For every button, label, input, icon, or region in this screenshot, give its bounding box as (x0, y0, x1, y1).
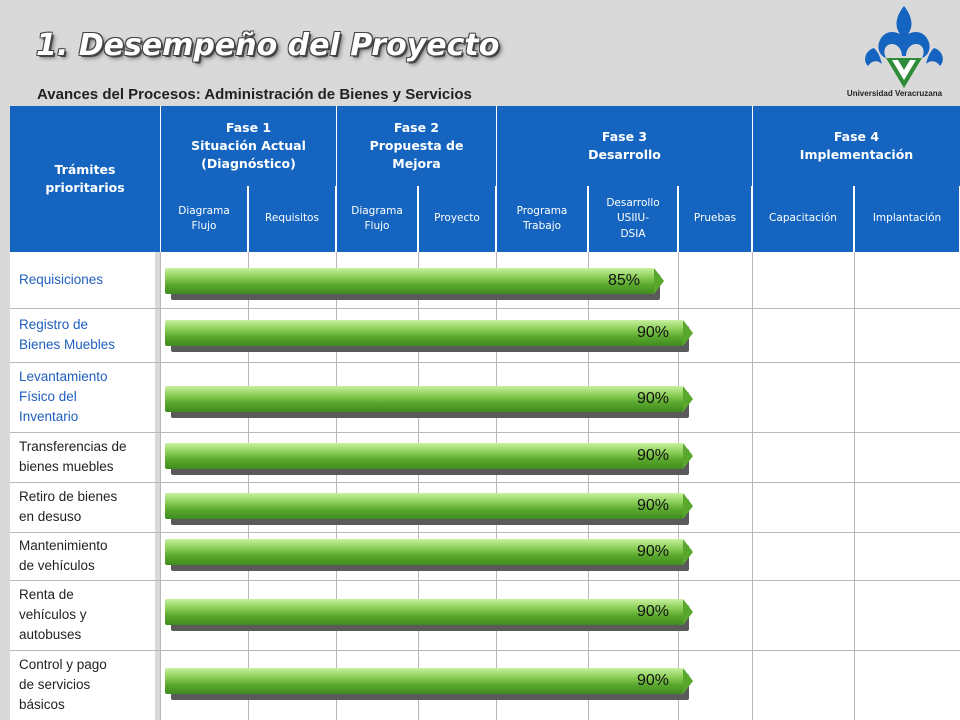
row-divider (10, 650, 960, 651)
row-divider (10, 580, 960, 581)
progress-fill (165, 320, 683, 346)
subcol-header: Proyecto (418, 186, 496, 252)
row-divider (10, 432, 960, 433)
progress-label: 90% (637, 390, 670, 407)
row-divider (10, 482, 960, 483)
row-divider (10, 362, 960, 363)
progress-fill (165, 668, 683, 694)
table-row-label: Renta de vehículos y autobuses (10, 580, 155, 650)
grid-column (854, 252, 960, 720)
progress-label: 90% (637, 672, 670, 689)
progress-fill (165, 443, 683, 469)
subcol-header: Desarrollo USIIU- DSIA (588, 186, 678, 252)
subcol-header: Pruebas (678, 186, 752, 252)
progress-arrow-tip (683, 539, 693, 565)
progress-label: 90% (637, 447, 670, 464)
progress-fill (165, 599, 683, 625)
university-logo (865, 6, 943, 88)
progress-label: 90% (637, 324, 670, 341)
progress-fill (165, 386, 683, 412)
table-row-label: Mantenimiento de vehículos (10, 532, 155, 580)
subcol-header: Capacitación (752, 186, 854, 252)
subcol-header: Requisitos (248, 186, 336, 252)
progress-arrow-tip (683, 668, 693, 694)
page-title: 1. Desempeño del Proyecto (36, 28, 500, 63)
subcol-header: Implantación (854, 186, 960, 252)
progress-fill (165, 268, 654, 294)
progress-fill (165, 493, 683, 519)
phase-label: Fase 1 Situación Actual (Diagnóstico) (191, 119, 306, 172)
logo-caption: Universidad Veracruzana (846, 89, 943, 98)
table-row-label: Retiro de bienes en desuso (10, 482, 155, 532)
table-row-label: Transferencias de bienes muebles (10, 432, 155, 482)
progress-arrow-tip (683, 443, 693, 469)
page-subtitle: Avances del Procesos: Administración de … (37, 86, 472, 103)
progress-arrow-tip (683, 386, 693, 412)
phase-label: Fase 2 Propuesta de Mejora (369, 119, 464, 172)
table-row-label: Control y pago de servicios básicos (10, 650, 155, 720)
row-divider (10, 308, 960, 309)
table-row-label: Requisiciones (10, 252, 155, 308)
row-header-cell: Trámites prioritarios (10, 106, 160, 252)
phase-3-header: Fase 3 Desarrollo (496, 106, 752, 186)
progress-label: 90% (637, 543, 670, 560)
table-row-label: Levantamiento Físico del Inventario (10, 362, 155, 432)
progress-label: 90% (637, 603, 670, 620)
row-divider (10, 532, 960, 533)
phase-1-header: Fase 1 Situación Actual (Diagnóstico) (160, 106, 336, 186)
table-row-label: Registro de Bienes Muebles (10, 308, 155, 362)
phase-4-header: Fase 4 Implementación (752, 106, 960, 186)
phase-2-header: Fase 2 Propuesta de Mejora (336, 106, 496, 186)
progress-label: 90% (637, 497, 670, 514)
subcol-header: Diagrama Flujo (336, 186, 418, 252)
progress-arrow-tip (654, 268, 664, 294)
subcol-header: Programa Trabajo (496, 186, 588, 252)
phase-label: Fase 4 Implementación (799, 128, 914, 162)
progress-arrow-tip (683, 599, 693, 625)
phase-label: Fase 3 Desarrollo (588, 128, 661, 162)
progress-label: 85% (608, 272, 641, 289)
subcol-header: Diagrama Flujo (160, 186, 248, 252)
progress-fill (165, 539, 683, 565)
grid-column (752, 252, 854, 720)
row-header-label: Trámites prioritarios (45, 161, 125, 195)
progress-arrow-tip (683, 320, 693, 346)
progress-arrow-tip (683, 493, 693, 519)
